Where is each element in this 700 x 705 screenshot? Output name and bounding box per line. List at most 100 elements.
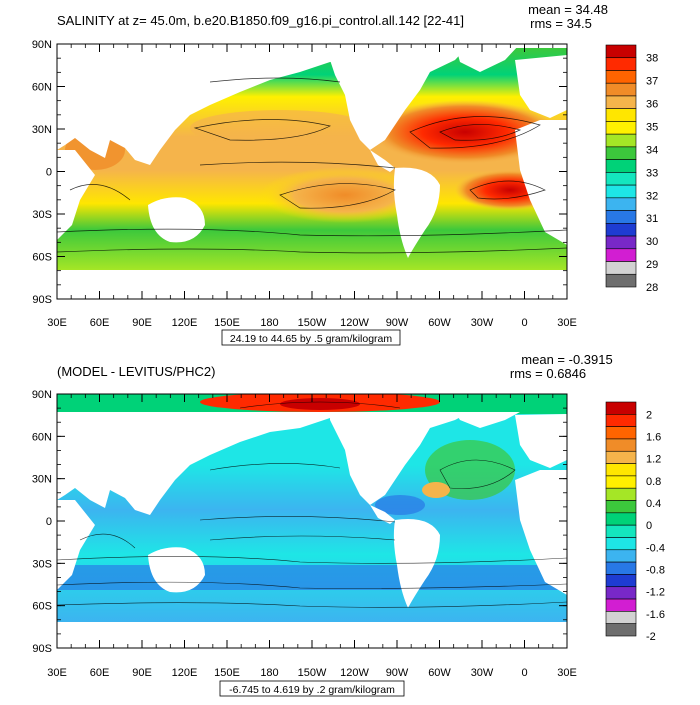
lat-tick-label: 60N [32, 82, 52, 94]
lon-tick-label: 30E [557, 317, 577, 329]
colorbar-label: 32 [646, 190, 658, 202]
colorbar-label: 37 [646, 76, 658, 88]
salinity-map-ticks [56, 43, 568, 300]
colorbar-label: -0.8 [646, 564, 665, 576]
lat-tick-label: 60N [32, 431, 52, 443]
colorbar-swatch [605, 500, 637, 514]
colorbar-swatch [605, 524, 637, 538]
lon-tick-label: 60E [90, 317, 110, 329]
colorbar-swatch [605, 261, 637, 275]
lat-tick-label: 60S [32, 252, 52, 264]
lat-tick-label: 30N [32, 124, 52, 136]
lat-tick-label: 90N [32, 39, 52, 51]
lon-tick-label: 150W [298, 667, 327, 679]
lon-tick-label: 60W [428, 317, 451, 329]
colorbar-swatch [605, 44, 637, 59]
lon-tick-label: 60E [90, 667, 110, 679]
colorbar-swatch [605, 273, 637, 288]
lat-tick-label: 30S [32, 209, 52, 221]
colorbar-swatch [605, 159, 637, 173]
salinity-map [57, 44, 567, 299]
lat-tick-label: 30N [32, 474, 52, 486]
colorbar-swatch [605, 57, 637, 71]
bottom-mean: mean = -0.3915 [521, 352, 612, 367]
colorbar-swatch [605, 549, 637, 563]
top-title: SALINITY at z= 45.0m, b.e20.B1850.f09_g1… [57, 13, 464, 28]
lon-tick-label: 90W [386, 667, 409, 679]
lon-tick-label: 30E [557, 667, 577, 679]
colorbar-swatch [605, 586, 637, 600]
colorbar-label: 36 [646, 99, 658, 111]
pacific-negative-anomaly [375, 495, 425, 515]
contour-lines [57, 401, 567, 608]
colorbar-swatch [605, 401, 637, 415]
colorbar-label: 0.4 [646, 498, 661, 510]
colorbar-label: 28 [646, 282, 658, 294]
difference-map [57, 394, 567, 648]
colorbar-swatch [605, 487, 637, 501]
lon-tick-label: 120E [172, 667, 198, 679]
lon-tick-label: 0 [521, 667, 527, 679]
colorbar-label: 2 [646, 409, 652, 421]
colorbar-label: 0 [646, 520, 652, 532]
colorbar-label: 30 [646, 236, 658, 248]
lat-tick-label: 0 [46, 167, 52, 179]
north-pacific-salty [190, 110, 370, 146]
colorbar-swatch [605, 210, 637, 224]
colorbar-label: 1.2 [646, 454, 661, 466]
bottom-rms: rms = 0.6846 [510, 366, 586, 381]
gulf-anomaly [422, 482, 450, 498]
difference-colorbar: 2 1.6 1.2 0.8 0.4 0 -0.4 -0.8 -1.2 -1.6 -2 [605, 401, 665, 643]
lon-tick-label: 150E [214, 317, 240, 329]
top-note-box [221, 329, 401, 346]
lon-tick-label: 180 [260, 317, 278, 329]
lat-tick-label: 30S [32, 558, 52, 570]
lat-tick-label: 90S [32, 643, 52, 655]
colorbar-swatch [605, 95, 637, 109]
bottom-title: (MODEL - LEVITUS/PHC2) [57, 364, 215, 379]
bottom-note: -6.745 to 4.619 by .2 gram/kilogram [229, 684, 395, 696]
lon-tick-label: 30W [471, 667, 494, 679]
lon-tick-label: 90W [386, 317, 409, 329]
colorbar-swatch [605, 82, 637, 97]
lon-tick-label: 30E [47, 667, 67, 679]
colorbar-swatch [605, 475, 637, 489]
lon-tick-label: 150W [298, 317, 327, 329]
colorbar-swatch [605, 172, 637, 186]
salinity-axis-labels: 90N 60N 30N 0 30S 60S 90S 30E 60E 90E 120E 150E 180 1… [32, 39, 577, 329]
lon-tick-label: 150E [214, 667, 240, 679]
colorbar-swatch [605, 512, 637, 526]
difference-axis-labels: 90N 60N 30N 0 30S 60S 90S 30E 60E 90E 120E 150E 180 1… [32, 389, 577, 679]
contour-lines [57, 77, 567, 254]
arctic-strong-anomaly [280, 398, 360, 410]
lon-tick-label: 180 [260, 667, 278, 679]
lon-tick-label: 60W [428, 667, 451, 679]
lat-tick-label: 90N [32, 389, 52, 401]
lon-tick-label: 90E [132, 667, 152, 679]
land [57, 44, 567, 299]
top-mean: mean = 34.48 [528, 2, 608, 17]
land [57, 412, 567, 648]
colorbar-swatch [605, 414, 637, 427]
salinity-colorbar: 38 37 36 35 34 33 32 31 30 29 28 [605, 44, 658, 294]
lon-tick-label: 120W [340, 667, 369, 679]
bottom-note-box [219, 680, 405, 697]
colorbar-swatch [605, 598, 637, 612]
colorbar-swatch [605, 235, 637, 250]
colorbar-swatch [605, 611, 637, 624]
lon-tick-label: 90E [132, 317, 152, 329]
lat-tick-label: 90S [32, 294, 52, 306]
colorbar-swatch [605, 438, 637, 452]
colorbar-swatch [605, 197, 637, 211]
colorbar-swatch [605, 133, 637, 148]
colorbar-swatch [605, 223, 637, 237]
atlantic-high-salinity [370, 100, 560, 164]
colorbar-swatch [605, 623, 637, 637]
lon-tick-label: 30E [47, 317, 67, 329]
colorbar-swatch [605, 537, 637, 551]
colorbar-swatch [605, 450, 637, 464]
colorbar-label: 33 [646, 167, 658, 179]
top-rms: rms = 34.5 [530, 16, 592, 31]
lat-tick-label: 0 [46, 516, 52, 528]
colorbar-label: -1.6 [646, 609, 665, 621]
